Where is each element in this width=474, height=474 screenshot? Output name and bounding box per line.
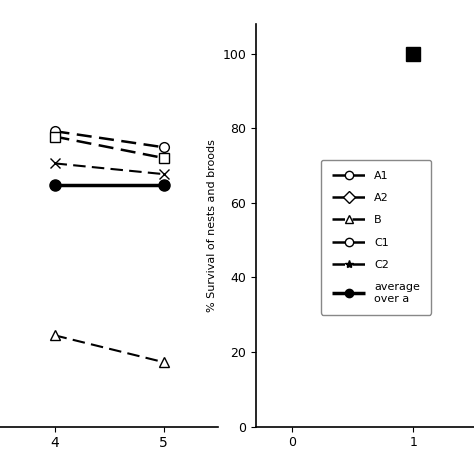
Y-axis label: % Survival of nests and broods: % Survival of nests and broods [207,139,217,311]
Legend: A1, A2, B, C1, C2, average
over a: A1, A2, B, C1, C2, average over a [321,160,431,315]
